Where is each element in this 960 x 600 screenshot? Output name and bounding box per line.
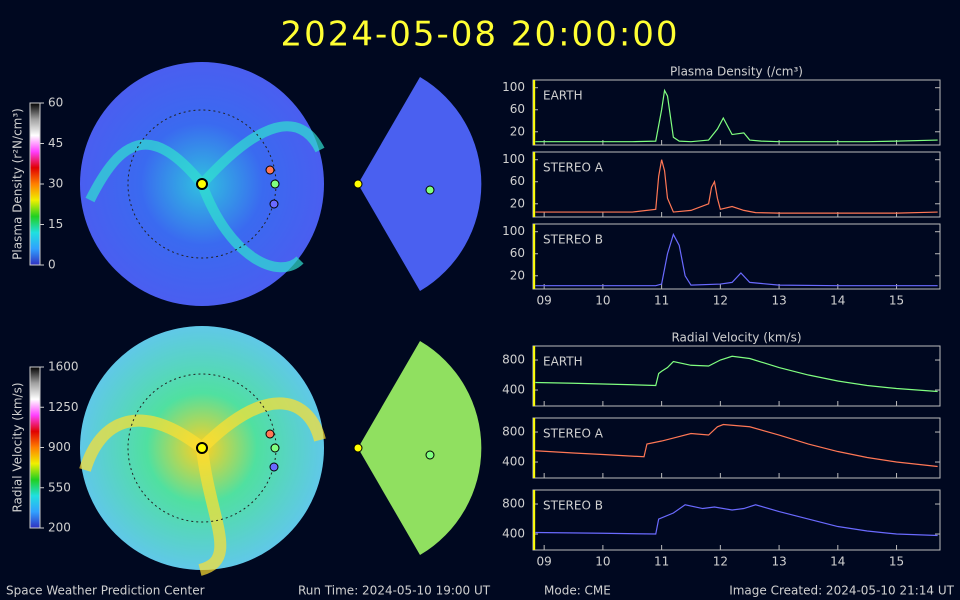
x-tick-label: 13	[771, 294, 786, 308]
density-maps	[80, 62, 482, 306]
panel-title: Plasma Density (/cm³)	[670, 65, 803, 79]
x-tick-label: 12	[713, 555, 728, 569]
series-label: EARTH	[543, 89, 583, 103]
series-line	[535, 232, 938, 287]
earth	[270, 443, 280, 453]
panel-frame	[532, 345, 941, 407]
density-wedge	[358, 77, 482, 291]
x-tick-label: 14	[830, 294, 845, 308]
sun	[353, 443, 363, 453]
sun	[196, 442, 208, 454]
x-tick-label: 15	[889, 294, 904, 308]
colorbar-tick-label: 550	[48, 480, 71, 494]
earth	[425, 450, 435, 460]
velocity-wedge	[358, 341, 482, 555]
footer-credit: Space Weather Prediction Center	[6, 584, 205, 598]
series-line	[535, 88, 938, 143]
series-line	[535, 355, 938, 393]
y-tick-label: 100	[502, 80, 525, 94]
series-line	[535, 423, 938, 468]
sun	[196, 178, 208, 190]
series-label: EARTH	[543, 355, 583, 369]
colorbar-label: Plasma Density (r²N/cm³)	[11, 108, 25, 260]
x-tick-label: 10	[595, 294, 610, 308]
y-tick-label: 800	[502, 425, 525, 439]
y-tick-label: 800	[502, 497, 525, 511]
y-tick-label: 400	[502, 527, 525, 541]
y-tick-label: 400	[502, 455, 525, 469]
colorbar	[29, 102, 41, 266]
panel-frame	[532, 79, 941, 146]
panel-frame	[532, 489, 941, 551]
panel-frame	[532, 417, 941, 479]
title: 2024-05-08 20:00:00	[280, 15, 679, 55]
series-label: STEREO B	[543, 499, 603, 513]
sun	[353, 179, 363, 189]
x-tick-label: 12	[713, 294, 728, 308]
series-label: STEREO A	[543, 161, 604, 175]
y-tick-label: 20	[510, 124, 525, 138]
x-tick-label: 14	[830, 555, 845, 569]
colorbar-tick-label: 200	[48, 521, 71, 535]
y-tick-label: 60	[510, 102, 525, 116]
series-label: STEREO A	[543, 427, 604, 441]
stereo-a	[265, 429, 275, 439]
colorbar-label: Radial Velocity (km/s)	[11, 382, 25, 512]
colorbar-tick-label: 30	[48, 177, 63, 191]
spiral	[85, 121, 325, 273]
footer-created: Image Created: 2024-05-10 21:14 UT	[729, 584, 954, 598]
y-tick-label: 100	[502, 224, 525, 238]
series-line	[535, 159, 938, 214]
x-tick-label: 11	[654, 294, 669, 308]
colorbar-tick-label: 1600	[48, 360, 79, 374]
x-tick-label: 11	[654, 555, 669, 569]
x-tick-label: 10	[595, 555, 610, 569]
y-tick-label: 20	[510, 268, 525, 282]
stereo-a	[265, 165, 275, 175]
velocity-maps	[79, 326, 482, 576]
spiral	[79, 397, 326, 576]
x-tick-label: 15	[889, 555, 904, 569]
panel-title: Radial Velocity (km/s)	[671, 331, 801, 345]
series-label: STEREO B	[543, 233, 603, 247]
earth	[270, 179, 280, 189]
panel-frame	[532, 223, 941, 290]
x-tick-label: 09	[537, 555, 552, 569]
y-tick-label: 60	[510, 174, 525, 188]
series-line	[535, 504, 938, 537]
panel-frame	[532, 151, 941, 218]
y-tick-label: 100	[502, 152, 525, 166]
colorbar	[29, 366, 41, 529]
colorbar-tick-label: 1250	[48, 400, 79, 414]
stereo-b	[269, 462, 279, 472]
x-tick-label: 09	[537, 294, 552, 308]
stereo-b	[269, 199, 279, 209]
colorbar-tick-label: 60	[48, 96, 63, 110]
colorbar-tick-label: 900	[48, 440, 71, 454]
footer-run-time: Run Time: 2024-05-10 19:00 UT	[298, 584, 491, 598]
x-tick-label: 13	[771, 555, 786, 569]
y-tick-label: 800	[502, 353, 525, 367]
colorbar-tick-label: 45	[48, 136, 63, 150]
y-tick-label: 20	[510, 196, 525, 210]
y-tick-label: 400	[502, 383, 525, 397]
colorbar-tick-label: 0	[48, 258, 56, 272]
colorbar-tick-label: 15	[48, 217, 63, 231]
footer-mode: Mode: CME	[544, 584, 611, 598]
earth	[425, 185, 435, 195]
y-tick-label: 60	[510, 246, 525, 260]
